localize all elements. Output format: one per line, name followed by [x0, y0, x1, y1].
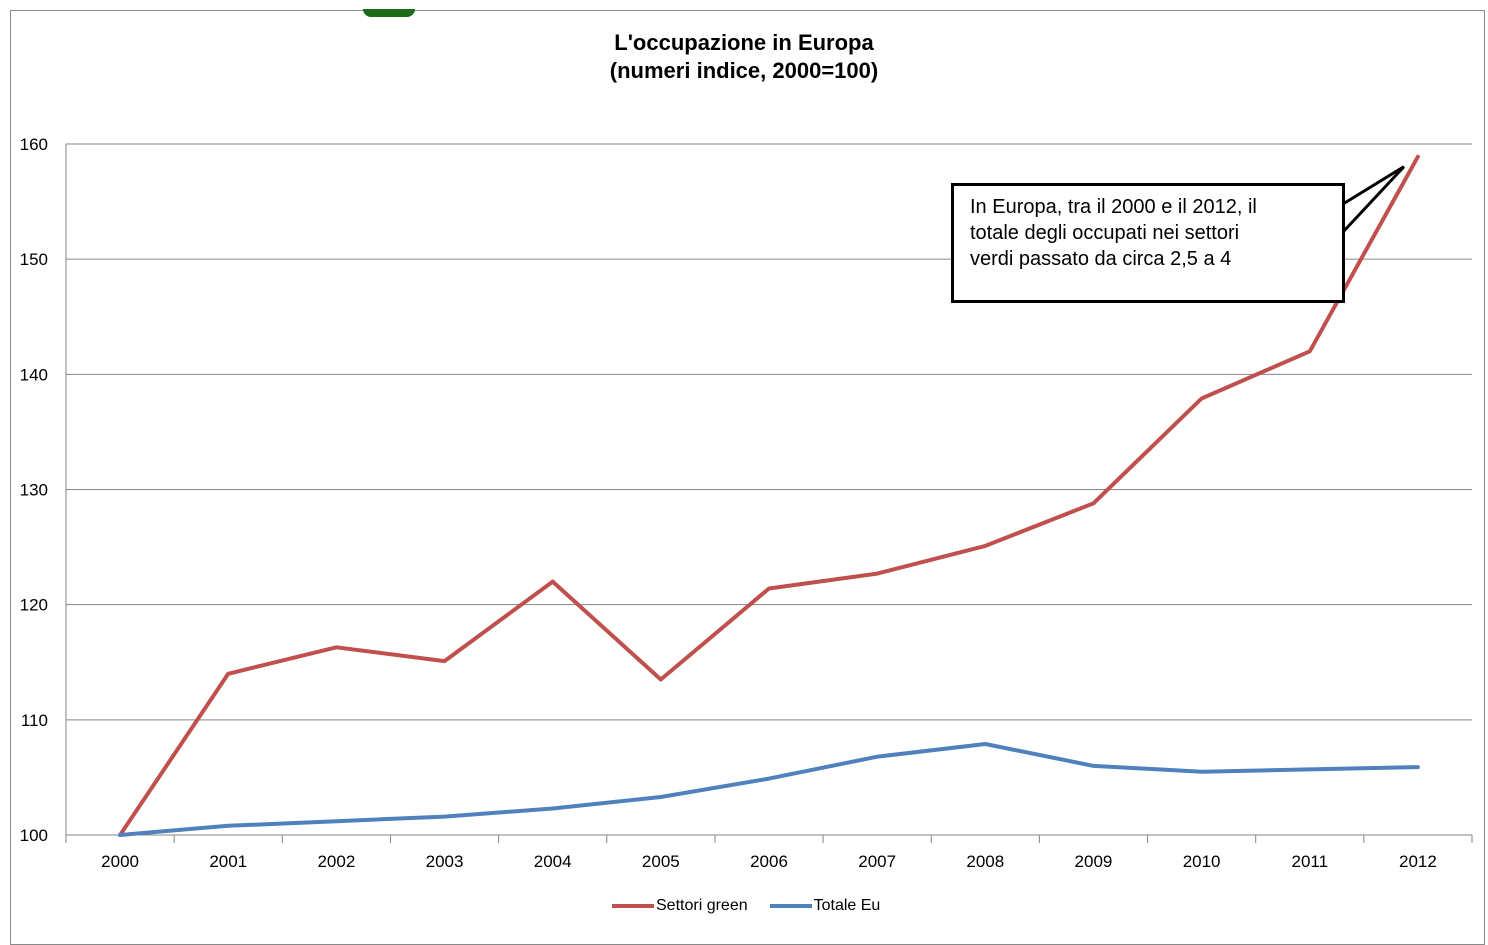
annotation-line: totale degli occupati nei settori — [970, 222, 1240, 244]
header-decoration — [363, 9, 415, 17]
x-tick-label: 2003 — [426, 852, 464, 871]
chart-subtitle: (numeri indice, 2000=100) — [609, 58, 879, 83]
legend-item-settori-green: Settori green — [612, 897, 748, 915]
series-line-totale-eu — [118, 742, 1420, 837]
x-tick-label: 2011 — [1291, 852, 1328, 871]
legend-swatch — [769, 904, 812, 908]
x-tick-label: 2012 — [1399, 852, 1437, 871]
x-tick-label: 2002 — [317, 852, 355, 871]
annotation-line: verdi passato da circa 2,5 a 4 — [970, 248, 1232, 270]
x-tick-label: 2010 — [1183, 852, 1221, 871]
x-tick-label: 2001 — [209, 852, 247, 871]
legend-label: Settori green — [656, 897, 748, 914]
legend-item-totale-eu: Totale Eu — [769, 897, 881, 915]
x-tick-label: 2009 — [1075, 852, 1113, 871]
legend-swatch — [612, 904, 654, 908]
series-line-settori-green — [118, 154, 1420, 837]
chart-frame — [10, 9, 1485, 945]
annotation-line: In Europa, tra il 2000 e il 2012, il — [970, 196, 1257, 218]
y-tick-label: 110 — [21, 711, 48, 730]
y-tick-label: 160 — [20, 135, 48, 154]
y-tick-label: 150 — [20, 250, 48, 269]
x-tick-label: 2008 — [966, 852, 1004, 871]
x-tick-label: 2007 — [858, 852, 896, 871]
x-tick-label: 2004 — [534, 852, 572, 871]
annotation-callout: In Europa, tra il 2000 e il 2012, il tot… — [951, 183, 1345, 303]
chart-title: L'occupazione in Europa — [614, 30, 874, 55]
y-tick-label: 120 — [20, 596, 48, 615]
x-tick-label: 2006 — [750, 852, 788, 871]
x-tick-label: 2005 — [642, 852, 680, 871]
y-tick-label: 100 — [20, 826, 48, 845]
x-tick-label: 2000 — [101, 852, 139, 871]
y-tick-label: 130 — [20, 481, 48, 500]
legend-label: Totale Eu — [813, 897, 881, 914]
chart-legend: Settori green Totale Eu — [612, 897, 902, 915]
y-tick-label: 140 — [20, 365, 48, 384]
